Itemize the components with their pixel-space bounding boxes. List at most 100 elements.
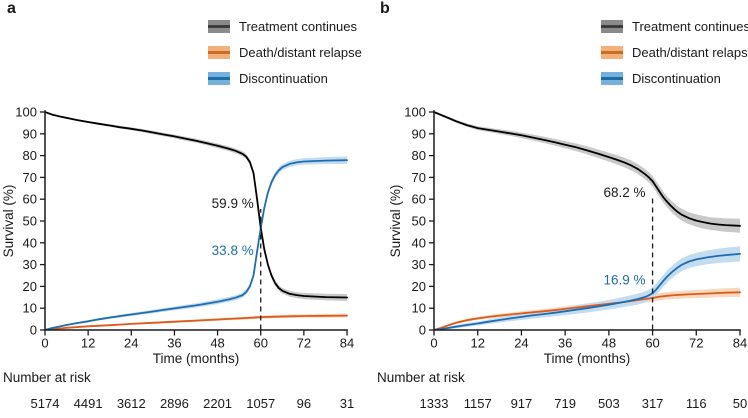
panel-b-x-axis-label: Time (months) [543,351,631,366]
x-tick-label: 60 [253,336,267,351]
panel-a-number-at-risk-label: Number at risk [3,370,91,385]
legend-item-treatment-continues: Treatment continues [601,13,748,39]
panel-a-death-distant-relapse-line [45,314,348,330]
panel-a-death-distant-relapse-band [45,313,347,330]
legend-label: Death/distant relapse [632,44,748,60]
x-tick-label: 0 [41,336,48,351]
panel-a-number-at-risk-value: 31 [340,396,354,411]
panel-a-number-at-risk-value: 1057 [246,396,275,411]
y-tick-label: 100 [15,105,37,120]
legend-item-discontinuation: Discontinuation [601,65,748,91]
panel-b-number-at-risk-label: Number at risk [377,370,465,385]
panel-b-death-distant-relapse-line [434,291,741,330]
y-tick-label: 80 [412,148,426,163]
x-tick-label: 24 [124,336,138,351]
panel-a-number-at-risk-value: 2896 [160,396,189,411]
x-tick-label: 72 [689,336,703,351]
y-tick-label: 70 [412,170,426,185]
panel-a-number-at-risk-value: 5174 [31,396,60,411]
x-tick-label: 48 [602,336,616,351]
x-tick-label: 84 [733,336,747,351]
panel-b-number-at-risk-value: 116 [686,396,707,411]
legend-item-discontinuation: Discontinuation [208,65,362,91]
y-tick-label: 50 [23,214,37,229]
discontinuation-swatch-icon [208,71,230,85]
y-tick-label: 30 [23,257,37,272]
panel-a-legend: Treatment continues Death/distant relaps… [208,13,362,91]
x-tick-label: 36 [167,336,181,351]
x-tick-label: 24 [514,336,528,351]
legend-label: Discontinuation [239,70,328,86]
y-tick-label: 80 [23,148,37,163]
panel-b-number-at-risk-value: 503 [598,396,620,411]
panel-b-annotation: 16.9 % [604,272,646,287]
y-tick-label: 40 [412,235,426,250]
x-tick-label: 0 [430,336,437,351]
panel-a-letter: a [7,0,16,17]
y-tick-label: 40 [23,235,37,250]
x-tick-label: 12 [470,336,484,351]
x-tick-label: 72 [297,336,311,351]
panel-a-number-at-risk-value: 4491 [74,396,103,411]
legend-label: Treatment continues [632,18,748,34]
y-tick-label: 60 [412,192,426,207]
y-tick-label: 30 [412,257,426,272]
legend-item-treatment-continues: Treatment continues [208,13,362,39]
y-tick-label: 10 [23,301,37,316]
panel-b-number-at-risk-value: 719 [554,396,576,411]
legend-item-death-distant-relapse: Death/distant relapse [208,39,362,65]
death-distant-relapse-swatch-icon [208,45,230,59]
treatment-continues-swatch-icon [208,19,230,33]
panel-b-number-at-risk-value: 1157 [464,396,492,411]
panel-a-number-at-risk-value: 96 [297,396,311,411]
panel-a-y-axis-label: Survival (%) [1,184,16,258]
panel-b-plot: 0 10 20 30 40 50 60 70 80 90 100 0 12 24 36 48 60 72 84 68.… [404,105,747,412]
legend-item-death-distant-relapse: Death/distant relapse [601,39,748,65]
panel-a-annotation: 59.9 % [212,196,254,211]
panel-a-treatment-continues-line [45,111,348,299]
y-tick-label: 90 [412,126,426,141]
panel-b-number-at-risk-value: 917 [511,396,533,411]
panel-b-y-axis-label: Survival (%) [388,184,403,258]
panel-b-annotation: 68.2 % [604,185,646,200]
legend-label: Treatment continues [239,18,358,34]
y-tick-label: 20 [23,279,37,294]
panel-a-plot: 0 10 20 30 40 50 60 70 80 90 100 0 12 24 36 48 60 72 84 59.… [15,105,354,412]
panel-b-discontinuation-line [434,253,741,330]
y-tick-label: 0 [30,323,37,338]
panel-a-treatment-continues-band [45,111,347,301]
y-tick-label: 90 [23,126,37,141]
y-tick-label: 70 [23,170,37,185]
panel-a-discontinuation-line [45,159,348,330]
panel-b-number-at-risk-value: 50 [733,396,747,411]
panel-b-treatment-continues-band [434,111,740,233]
panel-a-annotation: 33.8 % [212,243,254,258]
legend-label: Discontinuation [632,70,721,86]
y-tick-label: 50 [412,214,426,229]
x-tick-label: 12 [81,336,95,351]
y-tick-label: 20 [412,279,426,294]
panel-b-number-at-risk-value: 1333 [420,396,449,411]
y-tick-label: 60 [23,192,37,207]
x-tick-label: 60 [645,336,659,351]
panel-b-discontinuation-band [434,246,740,330]
panel-a-number-at-risk-value: 2201 [203,396,232,411]
x-tick-label: 48 [210,336,224,351]
panel-b-treatment-continues-line [434,111,741,227]
y-tick-label: 100 [404,105,426,120]
panel-a-number-at-risk-value: 3612 [117,396,146,411]
y-tick-label: 10 [412,301,426,316]
panel-a-x-axis-label: Time (months) [152,351,240,366]
legend-label: Death/distant relapse [239,44,362,60]
discontinuation-swatch-icon [601,71,623,85]
x-tick-label: 36 [558,336,572,351]
treatment-continues-swatch-icon [601,19,623,33]
y-tick-label: 0 [419,323,426,338]
panel-b-number-at-risk-value: 317 [642,396,664,411]
panel-b-letter: b [380,0,390,17]
x-tick-label: 84 [340,336,354,351]
death-distant-relapse-swatch-icon [601,45,623,59]
panel-b-legend: Treatment continues Death/distant relaps… [601,13,748,91]
